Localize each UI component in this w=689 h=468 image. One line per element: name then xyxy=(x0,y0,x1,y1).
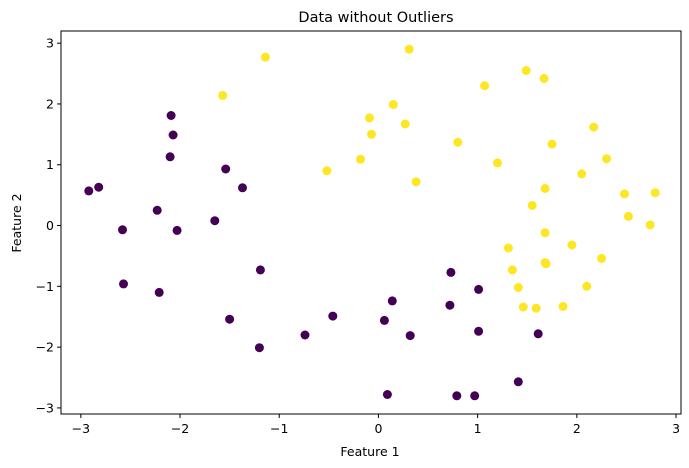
data-point xyxy=(513,377,523,387)
y-tick-label: 0 xyxy=(46,218,54,233)
data-point xyxy=(540,184,550,193)
data-point xyxy=(582,281,592,291)
data-point xyxy=(645,220,655,230)
data-point xyxy=(567,240,577,250)
data-point xyxy=(453,137,463,147)
data-point xyxy=(322,166,332,176)
data-points xyxy=(84,44,660,401)
data-point xyxy=(539,73,549,83)
data-point xyxy=(154,287,164,297)
data-point xyxy=(602,154,612,164)
data-point xyxy=(382,390,392,399)
data-point xyxy=(405,331,415,341)
data-point xyxy=(474,284,484,294)
data-point xyxy=(404,44,414,54)
data-point xyxy=(547,139,557,149)
data-point xyxy=(300,330,310,340)
data-point xyxy=(527,201,537,210)
data-point xyxy=(445,300,455,310)
data-point xyxy=(400,119,410,129)
data-point xyxy=(255,265,265,275)
data-point xyxy=(518,302,528,312)
chart-title: Data without Outliers xyxy=(298,10,453,26)
data-point xyxy=(597,253,607,263)
data-point xyxy=(470,391,480,401)
data-point xyxy=(480,81,490,91)
y-tick-label: −1 xyxy=(36,279,54,294)
data-point xyxy=(152,205,162,215)
data-point xyxy=(540,228,550,238)
x-tick-label: 3 xyxy=(672,421,680,436)
data-point xyxy=(650,188,660,198)
data-point xyxy=(328,311,338,321)
x-tick-label: 1 xyxy=(474,421,482,436)
data-point xyxy=(513,283,523,292)
data-point xyxy=(452,391,462,401)
plot-area-frame xyxy=(60,30,682,415)
data-point xyxy=(218,90,228,100)
data-point xyxy=(620,189,629,199)
data-point xyxy=(210,216,220,226)
data-point xyxy=(238,183,247,193)
data-point xyxy=(168,130,178,140)
data-point xyxy=(166,111,176,120)
data-point xyxy=(558,301,568,311)
data-point xyxy=(118,225,127,235)
data-point xyxy=(172,225,182,235)
data-point xyxy=(589,122,599,132)
y-axis-label: Feature 2 xyxy=(9,193,24,252)
data-point xyxy=(379,315,389,325)
x-tick-label: −3 xyxy=(72,421,90,436)
data-point xyxy=(356,154,366,164)
data-point xyxy=(531,303,541,313)
data-point xyxy=(225,314,235,324)
y-tick-label: 1 xyxy=(46,157,54,172)
y-tick-label: 3 xyxy=(46,36,54,51)
data-point xyxy=(474,326,484,336)
data-point xyxy=(507,265,517,275)
data-point xyxy=(521,66,531,75)
y-tick-label: 2 xyxy=(46,96,54,111)
data-point xyxy=(367,129,376,139)
data-point xyxy=(446,267,456,277)
data-point xyxy=(365,113,374,123)
data-point xyxy=(541,259,551,269)
data-point xyxy=(411,177,421,187)
data-point xyxy=(94,182,104,192)
y-axis-ticks: −3 −2 −1 0 1 2 3 xyxy=(36,36,61,415)
y-tick-label: −2 xyxy=(36,340,54,355)
x-tick-label: −2 xyxy=(171,421,189,436)
data-point xyxy=(388,100,398,110)
x-tick-label: 0 xyxy=(374,421,382,436)
data-point xyxy=(577,169,587,179)
data-point xyxy=(387,296,397,306)
data-point xyxy=(260,52,270,62)
x-axis-ticks: −3 −2 −1 0 1 2 3 xyxy=(72,414,680,436)
data-point xyxy=(221,164,231,174)
data-point xyxy=(165,152,175,162)
data-point xyxy=(533,329,543,339)
data-point xyxy=(84,186,94,196)
data-point xyxy=(503,243,513,253)
data-point xyxy=(119,279,128,289)
data-point xyxy=(493,158,502,168)
y-tick-label: −3 xyxy=(36,400,54,415)
data-point xyxy=(623,211,633,221)
data-point xyxy=(254,343,264,353)
x-tick-label: 2 xyxy=(573,421,581,436)
x-tick-label: −1 xyxy=(270,421,288,436)
x-axis-label: Feature 1 xyxy=(340,444,399,459)
